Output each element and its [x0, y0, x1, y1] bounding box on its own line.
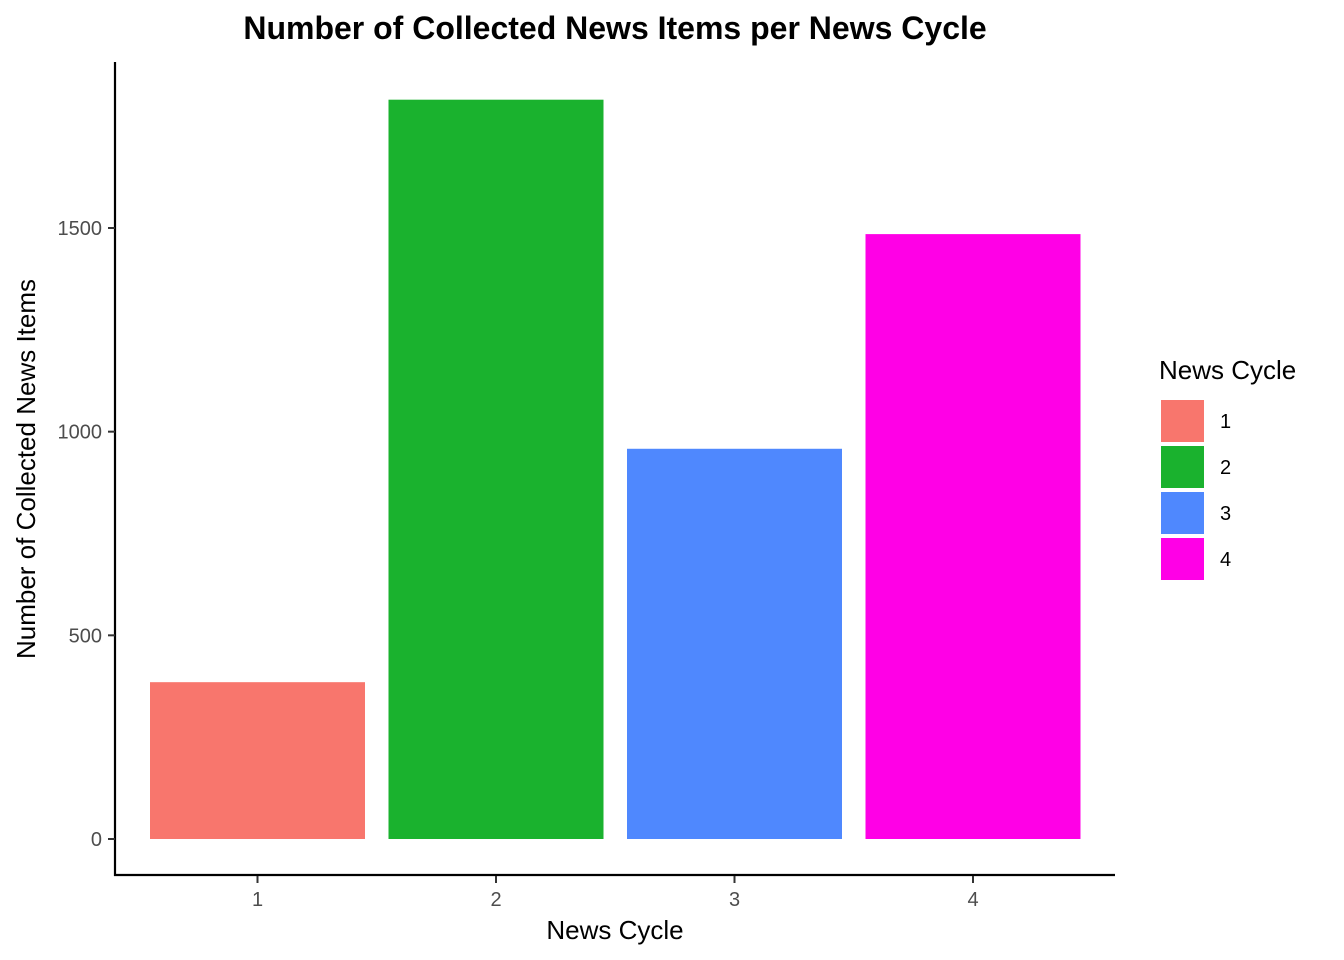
x-tick-label: 4 [967, 889, 978, 911]
legend-swatch-1 [1161, 400, 1204, 442]
bar-cycle-4 [865, 234, 1081, 840]
legend: News Cycle 1 2 3 4 [1159, 355, 1296, 580]
legend-title: News Cycle [1159, 355, 1296, 385]
y-tick-label: 1500 [58, 218, 103, 240]
bar-cycle-1 [150, 682, 365, 839]
bar-cycle-3 [627, 448, 842, 839]
x-axis-ticks: 1 2 3 4 [252, 876, 979, 911]
legend-swatch-3 [1161, 492, 1204, 534]
bar-cycle-2 [388, 99, 604, 839]
bars-group [150, 99, 1081, 840]
x-tick-label: 2 [490, 889, 501, 911]
y-axis-ticks: 0 500 1000 1500 [58, 218, 115, 851]
legend-label-1: 1 [1220, 411, 1231, 433]
chart-title: Number of Collected News Items per News … [243, 10, 986, 46]
legend-label-2: 2 [1220, 457, 1231, 479]
legend-swatch-4 [1161, 538, 1204, 580]
y-tick-label: 0 [91, 829, 102, 851]
x-axis-title: News Cycle [546, 915, 683, 945]
legend-swatch-2 [1161, 446, 1204, 488]
x-tick-label: 3 [729, 889, 740, 911]
legend-label-4: 4 [1220, 549, 1231, 571]
y-tick-label: 500 [69, 625, 102, 647]
y-axis-title: Number of Collected News Items [11, 279, 41, 659]
y-tick-label: 1000 [58, 422, 103, 444]
x-tick-label: 1 [252, 889, 263, 911]
legend-items: 1 2 3 4 [1161, 400, 1231, 580]
legend-label-3: 3 [1220, 503, 1231, 525]
